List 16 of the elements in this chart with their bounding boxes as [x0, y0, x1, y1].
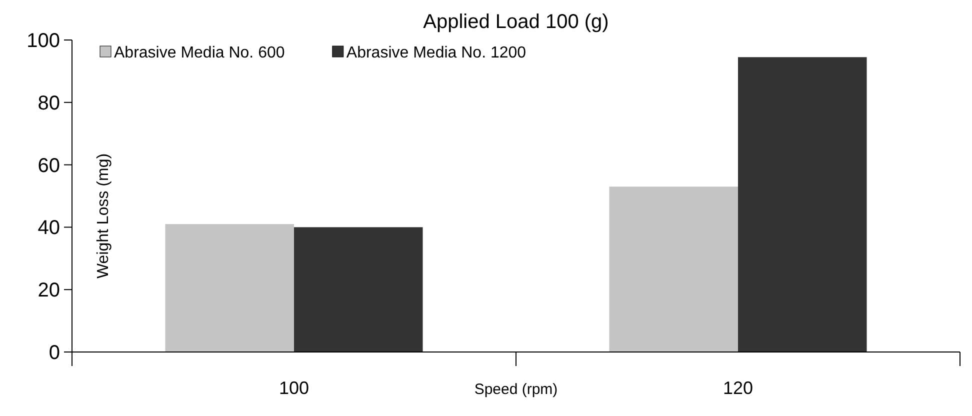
- bar: [609, 186, 738, 352]
- y-tick-label: 80: [38, 92, 60, 114]
- y-axis-title: Weight Loss (mg): [95, 153, 112, 279]
- y-tick-label: 20: [38, 280, 60, 302]
- bar: [738, 57, 867, 352]
- chart-title: Applied Load 100 (g): [423, 11, 609, 33]
- y-tick-label: 60: [38, 154, 60, 177]
- x-axis-title: Speed (rpm): [474, 381, 558, 398]
- y-tick-label: 100: [26, 30, 60, 52]
- y-tick-label: 0: [48, 342, 60, 364]
- bar: [294, 227, 423, 352]
- x-tick-label: 120: [722, 378, 754, 398]
- legend-label: Abrasive Media No. 1200: [346, 44, 526, 62]
- bar: [165, 224, 294, 352]
- y-tick-label: 40: [38, 217, 60, 240]
- legend-label: Abrasive Media No. 600: [114, 44, 285, 62]
